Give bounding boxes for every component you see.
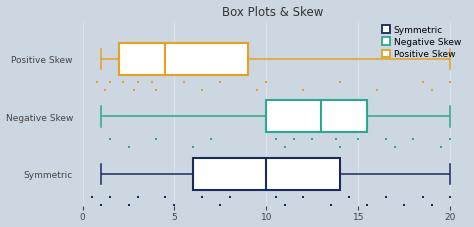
Point: [217, 203, 224, 207]
Point: [332, 138, 340, 142]
Point: [290, 138, 298, 142]
Point: [428, 203, 436, 207]
Point: [119, 81, 127, 84]
Point: [217, 81, 224, 84]
Point: [208, 138, 215, 142]
Point: [391, 146, 399, 150]
Point: [189, 146, 197, 150]
Point: [382, 138, 390, 142]
Point: [419, 195, 426, 199]
Point: [254, 89, 261, 92]
Point: [226, 195, 233, 199]
Point: [281, 203, 289, 207]
Point: [180, 81, 187, 84]
Point: [198, 89, 206, 92]
Point: [263, 81, 270, 84]
Legend: Symmetric, Negative Skew, Positive Skew: Symmetric, Negative Skew, Positive Skew: [379, 23, 464, 62]
Point: [93, 81, 101, 84]
Point: [364, 203, 371, 207]
Point: [447, 195, 454, 199]
Point: [106, 81, 114, 84]
Point: [171, 203, 178, 207]
Point: [336, 81, 344, 84]
Point: [345, 195, 353, 199]
Point: [125, 203, 132, 207]
Point: [382, 195, 390, 199]
Point: [149, 81, 156, 84]
Point: [106, 138, 114, 142]
Point: [101, 89, 109, 92]
Point: [447, 81, 454, 84]
Bar: [193, 158, 340, 190]
Point: [152, 138, 160, 142]
Point: [198, 195, 206, 199]
Point: [447, 138, 454, 142]
Point: [373, 89, 380, 92]
Point: [401, 203, 408, 207]
Point: [410, 138, 417, 142]
Point: [125, 146, 132, 150]
Point: [134, 81, 142, 84]
Point: [336, 146, 344, 150]
Point: [272, 138, 279, 142]
Point: [299, 89, 307, 92]
Point: [327, 203, 335, 207]
Point: [134, 195, 142, 199]
Point: [272, 195, 279, 199]
Point: [130, 89, 138, 92]
Title: Box Plots & Skew: Box Plots & Skew: [222, 5, 323, 18]
Point: [162, 195, 169, 199]
Point: [437, 146, 445, 150]
Point: [309, 138, 316, 142]
Bar: [119, 44, 248, 76]
Bar: [266, 101, 367, 133]
Point: [281, 146, 289, 150]
Point: [299, 195, 307, 199]
Point: [97, 203, 105, 207]
Point: [428, 89, 436, 92]
Point: [106, 195, 114, 199]
Point: [355, 138, 362, 142]
Point: [419, 81, 426, 84]
Point: [88, 195, 96, 199]
Point: [152, 89, 160, 92]
